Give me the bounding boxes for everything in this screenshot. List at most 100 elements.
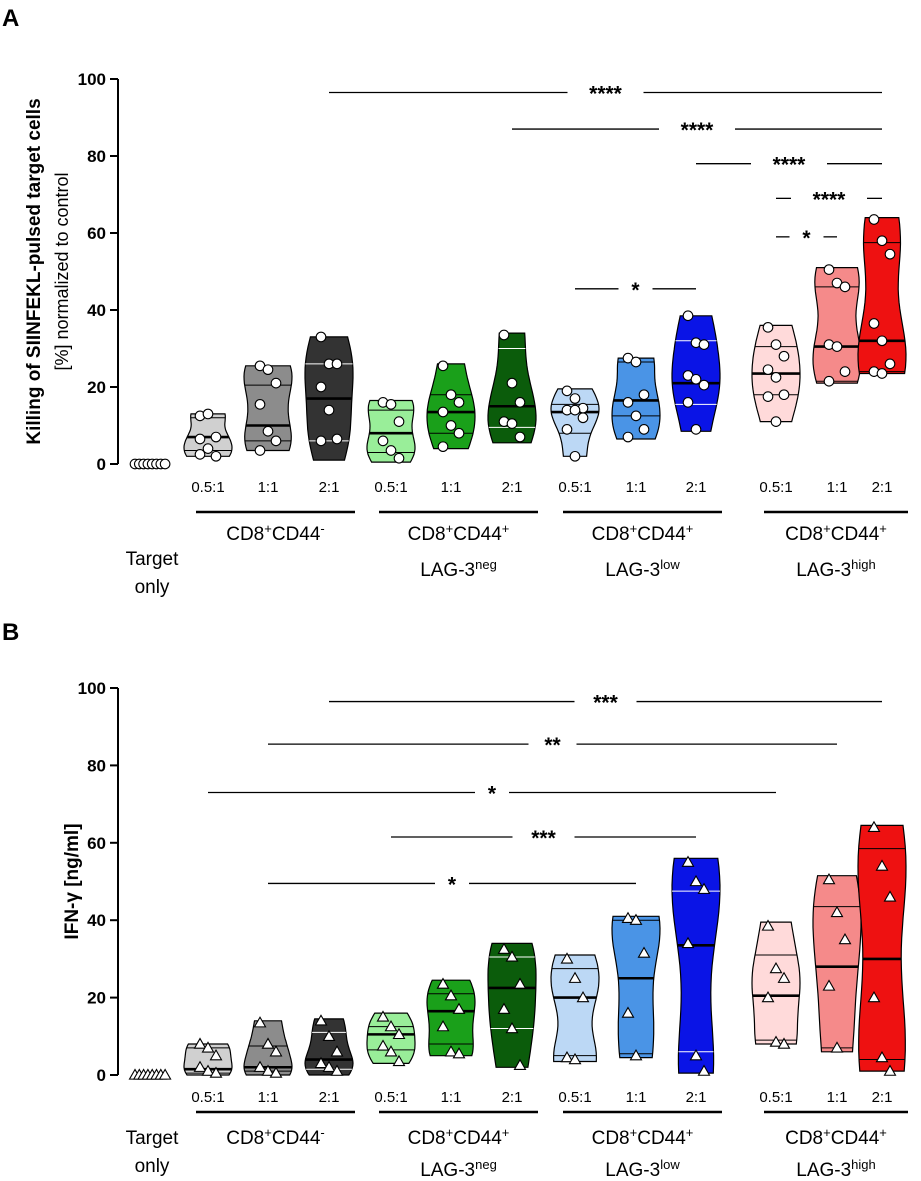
data-point	[210, 450, 222, 462]
group-label: CD8+CD44+	[785, 1125, 887, 1150]
data-point	[254, 398, 266, 410]
ratio-label: 0.5:1	[759, 479, 792, 496]
ratio-label: 0.5:1	[191, 479, 224, 496]
data-point	[202, 408, 214, 420]
data-point	[506, 418, 518, 429]
panel-a-chart: 0 20 40 60 80 100 Killing of SIINFEKL-pulsed t…	[24, 70, 908, 598]
group-sublabel: LAG-3low	[605, 557, 680, 582]
control-label: Target	[126, 1128, 180, 1149]
data-point	[315, 435, 327, 447]
data-point	[444, 1045, 458, 1057]
data-point	[453, 427, 465, 439]
data-point	[193, 1060, 207, 1072]
data-point	[568, 1052, 582, 1065]
data-point	[778, 350, 790, 362]
data-point	[761, 990, 775, 1003]
data-point	[875, 1050, 889, 1063]
ratio-label: 1:1	[441, 1089, 462, 1106]
data-point	[393, 416, 405, 428]
data-point	[560, 1050, 574, 1063]
violin-shape	[183, 413, 233, 457]
data-point	[884, 248, 896, 260]
data-point	[505, 950, 519, 962]
y-tick-label: 40	[87, 911, 106, 930]
significance-stars: *	[488, 782, 497, 805]
ratio-label: 0.5:1	[191, 1089, 224, 1106]
ratio-label: 2:1	[686, 1089, 707, 1106]
data-point	[262, 364, 274, 376]
data-point	[761, 919, 775, 931]
violin-shape	[857, 824, 907, 1072]
data-point	[769, 1035, 783, 1047]
data-point	[506, 377, 518, 389]
data-point	[560, 952, 574, 964]
group-label: CD8+CD44+	[785, 521, 887, 546]
data-point	[330, 1045, 344, 1057]
violin-shape	[671, 857, 721, 1074]
control-label: Target	[126, 549, 180, 570]
significance-stars: *	[802, 227, 811, 250]
data-point	[630, 410, 642, 422]
data-point	[377, 435, 389, 447]
data-point	[777, 1037, 791, 1049]
violin-shape	[487, 942, 537, 1068]
data-point	[194, 449, 206, 460]
data-point	[202, 443, 214, 454]
data-point	[621, 911, 635, 923]
data-point	[762, 364, 774, 376]
ratio-label: 1:1	[827, 1089, 848, 1106]
data-point	[838, 932, 852, 945]
violin-shape	[426, 979, 476, 1057]
data-point	[876, 235, 888, 247]
data-point	[194, 433, 206, 445]
data-point	[514, 397, 526, 408]
data-point	[497, 1002, 511, 1014]
data-point	[839, 366, 851, 377]
data-point	[269, 1045, 283, 1057]
data-point	[436, 1020, 450, 1032]
data-point	[569, 393, 581, 404]
control-point	[158, 1068, 172, 1080]
data-point	[445, 389, 457, 401]
control-label: only	[135, 1156, 170, 1177]
data-point	[385, 445, 397, 456]
data-point	[437, 406, 449, 418]
y-tick-label: 20	[87, 989, 106, 1008]
data-point	[883, 1064, 897, 1076]
data-point	[682, 310, 694, 322]
ratio-label: 2:1	[502, 1089, 523, 1106]
data-point	[638, 424, 650, 435]
panel-b-chart: 0 20 40 60 80 100 IFN-γ [ng/ml] 0.5:1 1:1 2:1 CD8+…	[62, 679, 908, 1181]
group-sublabel: LAG-3neg	[420, 557, 497, 582]
data-point	[514, 431, 526, 443]
ratio-label: 2:1	[319, 479, 340, 496]
data-point	[868, 318, 880, 329]
ratio-label: 0.5:1	[374, 1089, 407, 1106]
violin-shape	[751, 921, 801, 1045]
y-tick-label: 40	[87, 301, 106, 320]
data-point	[210, 431, 222, 443]
data-point	[822, 872, 836, 885]
y-tick-label: 80	[87, 147, 106, 166]
y-axis-label: IFN-γ [ng/ml]	[62, 823, 83, 939]
y-tick-label: 0	[97, 455, 106, 474]
significance-stars: *	[448, 873, 457, 896]
group-sublabel: LAG-3high	[796, 557, 876, 582]
group-label: CD8+CD44+	[592, 521, 694, 546]
significance-stars: ****	[813, 188, 847, 211]
data-point	[331, 433, 343, 445]
data-point	[698, 379, 710, 391]
data-point	[201, 1041, 215, 1053]
data-point	[384, 1020, 398, 1032]
group-label: CD8+CD44+	[408, 1125, 510, 1150]
ratio-label: 1:1	[626, 1089, 647, 1106]
data-point	[621, 1006, 635, 1018]
data-point	[269, 1066, 283, 1078]
data-point	[253, 1060, 267, 1072]
data-point	[505, 1021, 519, 1034]
panel-b-letter: B	[2, 619, 19, 646]
data-point	[513, 1058, 527, 1070]
data-point	[777, 971, 791, 983]
data-point	[193, 1037, 207, 1049]
